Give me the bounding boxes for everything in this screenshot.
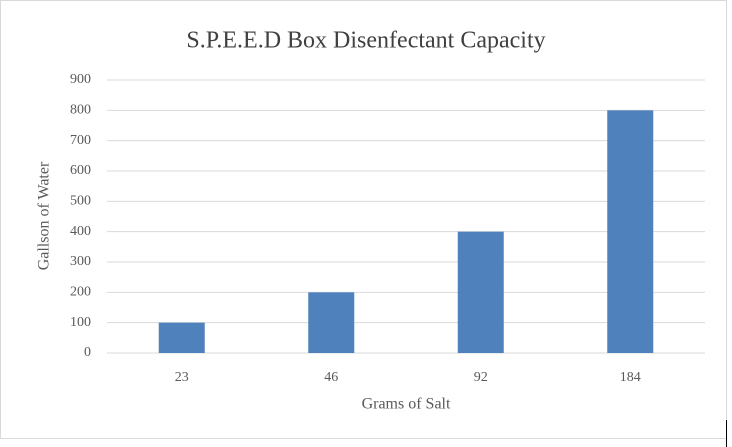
x-tick-label: 184: [620, 370, 641, 385]
y-tick-label: 200: [70, 285, 91, 300]
y-tick-label: 600: [70, 163, 91, 178]
bar: [158, 322, 205, 353]
bar: [607, 110, 654, 353]
x-tick-label: 46: [324, 370, 338, 385]
bar: [457, 231, 504, 353]
y-tick-label: 500: [70, 194, 91, 209]
y-tick-label: 700: [70, 133, 91, 148]
y-tick-label: 300: [70, 254, 91, 269]
y-axis-title: Gallson of Water: [36, 161, 53, 270]
x-tick-label: 23: [175, 370, 189, 385]
y-tick-label: 400: [70, 224, 91, 239]
y-tick-label: 0: [84, 345, 91, 360]
chart-title: S.P.E.E.D Box Disenfectant Capacity: [186, 28, 545, 54]
y-tick-label: 900: [70, 72, 91, 87]
x-tick-label: 92: [474, 370, 488, 385]
chart-border: [0, 0, 727, 439]
x-axis-title: Grams of Salt: [362, 396, 451, 413]
y-tick-label: 100: [70, 315, 91, 330]
bar: [308, 292, 355, 353]
y-tick-label: 800: [70, 103, 91, 118]
